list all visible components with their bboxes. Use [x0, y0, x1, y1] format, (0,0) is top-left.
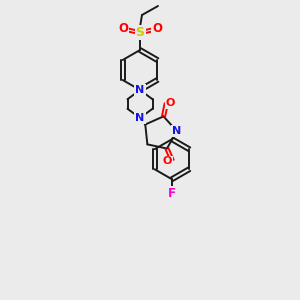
Text: O: O: [152, 22, 162, 35]
Text: N: N: [172, 126, 182, 136]
Text: F: F: [168, 187, 176, 200]
Text: O: O: [163, 156, 172, 167]
Text: O: O: [166, 98, 175, 108]
Text: O: O: [118, 22, 128, 35]
Text: N: N: [135, 85, 145, 95]
Text: S: S: [136, 26, 145, 38]
Text: N: N: [135, 113, 145, 123]
